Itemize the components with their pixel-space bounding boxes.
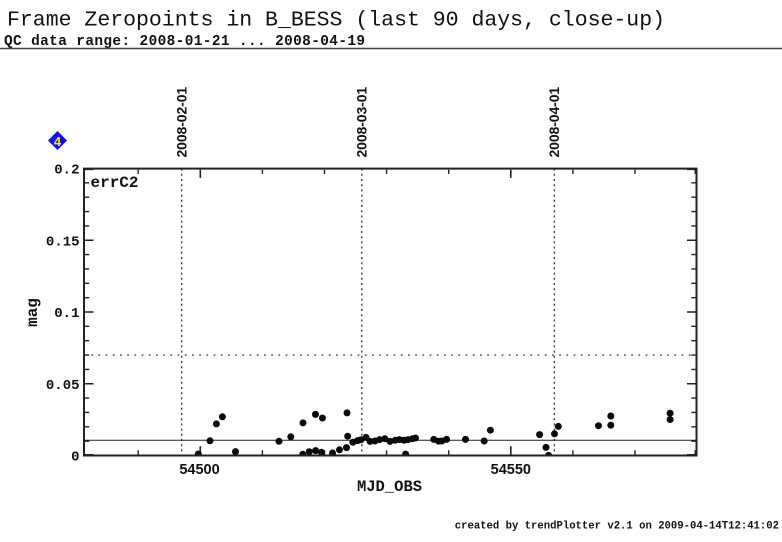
svg-text:0: 0	[71, 450, 79, 466]
svg-text:0.05: 0.05	[46, 378, 80, 394]
svg-text:54550: 54550	[491, 462, 531, 478]
svg-text:54500: 54500	[179, 462, 219, 478]
svg-text:0.1: 0.1	[54, 306, 79, 322]
svg-text:4: 4	[54, 134, 62, 149]
svg-text:0.2: 0.2	[54, 163, 79, 179]
svg-text:errC2: errC2	[91, 174, 139, 192]
svg-text:2008-04-01: 2008-04-01	[546, 87, 562, 158]
svg-text:created by trendPlotter v2.1 o: created by trendPlotter v2.1 on 2009-04-…	[455, 521, 779, 533]
svg-text:Frame Zeropoints in B_BESS (la: Frame Zeropoints in B_BESS (last 90 days…	[7, 9, 665, 33]
svg-text:MJD_OBS: MJD_OBS	[357, 478, 422, 496]
svg-text:QC data range: 2008-01-21 ...: QC data range: 2008-01-21 ... 2008-04-19	[4, 34, 365, 50]
svg-text:2008-03-01: 2008-03-01	[354, 87, 370, 158]
svg-text:2008-02-01: 2008-02-01	[174, 87, 190, 158]
svg-text:mag: mag	[24, 298, 42, 327]
svg-text:0.15: 0.15	[46, 234, 80, 250]
